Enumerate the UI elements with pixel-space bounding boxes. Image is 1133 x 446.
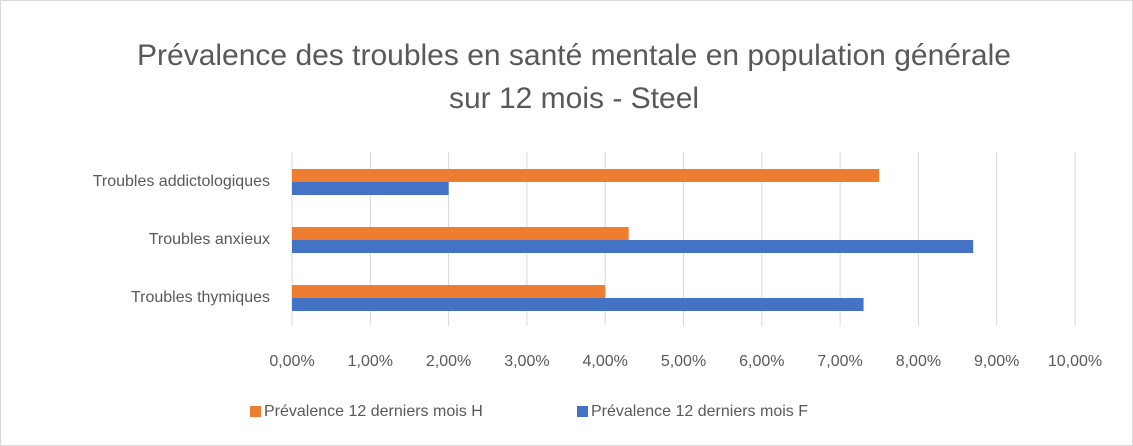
x-tick-label: 2,00% bbox=[426, 353, 471, 370]
bar bbox=[292, 182, 449, 195]
bar bbox=[292, 169, 880, 182]
bar bbox=[292, 298, 864, 311]
y-tick-label: Troubles anxieux bbox=[149, 231, 270, 248]
x-tick-label: 3,00% bbox=[504, 353, 549, 370]
bar bbox=[292, 285, 606, 298]
legend-label: Prévalence 12 derniers mois H bbox=[264, 403, 483, 420]
x-tick-label: 8,00% bbox=[896, 353, 941, 370]
legend-label: Prévalence 12 derniers mois F bbox=[591, 403, 808, 420]
y-tick-label: Troubles addictologiques bbox=[93, 173, 270, 190]
x-tick-label: 4,00% bbox=[583, 353, 628, 370]
x-tick-label: 0,00% bbox=[269, 353, 314, 370]
x-tick-label: 10,00% bbox=[1048, 353, 1102, 370]
bar bbox=[292, 240, 974, 253]
x-tick-label: 9,00% bbox=[974, 353, 1019, 370]
x-tick-label: 1,00% bbox=[348, 353, 393, 370]
legend-swatch bbox=[577, 406, 588, 417]
legend-swatch bbox=[250, 406, 261, 417]
chart-title: Prévalence des troubles en santé mentale… bbox=[137, 39, 1011, 115]
x-tick-label: 5,00% bbox=[661, 353, 706, 370]
bar bbox=[292, 227, 629, 240]
x-tick-label: 7,00% bbox=[817, 353, 862, 370]
y-tick-label: Troubles thymiques bbox=[131, 289, 270, 306]
x-tick-label: 6,00% bbox=[739, 353, 784, 370]
